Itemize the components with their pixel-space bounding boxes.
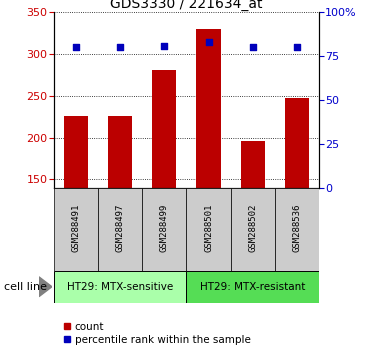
Text: HT29: MTX-sensitive: HT29: MTX-sensitive bbox=[67, 282, 173, 292]
Legend: count, percentile rank within the sample: count, percentile rank within the sample bbox=[59, 317, 255, 349]
Bar bbox=[275, 188, 319, 271]
Text: GSM288499: GSM288499 bbox=[160, 203, 169, 252]
Bar bbox=[186, 188, 231, 271]
Text: cell line: cell line bbox=[4, 282, 47, 292]
Bar bbox=[285, 97, 309, 188]
Polygon shape bbox=[39, 277, 52, 297]
Point bbox=[73, 45, 79, 50]
Bar bbox=[108, 116, 132, 188]
Bar bbox=[240, 141, 265, 188]
Bar bbox=[152, 70, 177, 188]
Point bbox=[294, 45, 300, 50]
Text: HT29: MTX-resistant: HT29: MTX-resistant bbox=[200, 282, 305, 292]
Bar bbox=[64, 116, 88, 188]
Text: GSM288536: GSM288536 bbox=[292, 203, 302, 252]
Point bbox=[250, 45, 256, 50]
Bar bbox=[231, 188, 275, 271]
Text: GSM288502: GSM288502 bbox=[248, 203, 257, 252]
Text: GSM288491: GSM288491 bbox=[71, 203, 81, 252]
Text: GSM288497: GSM288497 bbox=[116, 203, 125, 252]
Title: GDS3330 / 221634_at: GDS3330 / 221634_at bbox=[110, 0, 263, 11]
Point bbox=[161, 43, 167, 48]
Bar bbox=[98, 188, 142, 271]
Point bbox=[117, 45, 123, 50]
Point bbox=[206, 39, 211, 45]
Bar bbox=[54, 271, 186, 303]
Bar bbox=[142, 188, 186, 271]
Bar bbox=[54, 188, 98, 271]
Bar bbox=[196, 29, 221, 188]
Text: GSM288501: GSM288501 bbox=[204, 203, 213, 252]
Bar bbox=[186, 271, 319, 303]
